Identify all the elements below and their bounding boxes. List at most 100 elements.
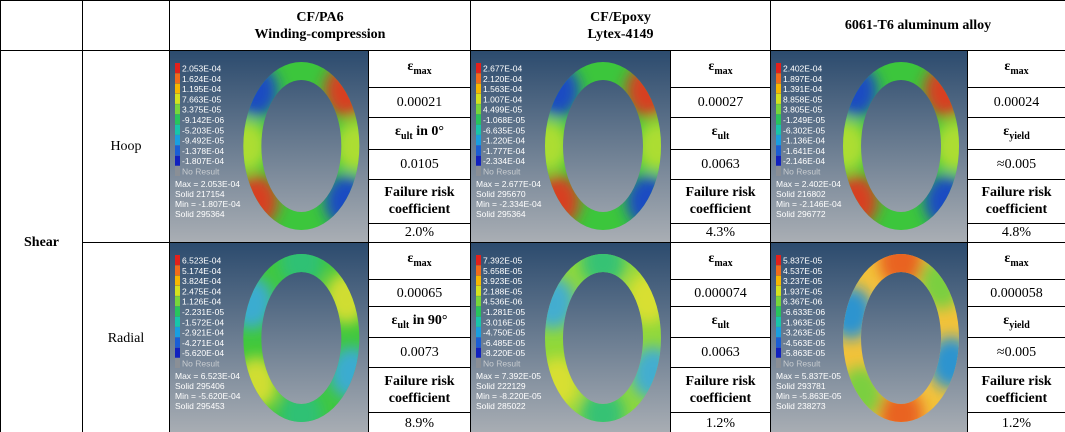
legend-label: -5.203E-05 — [182, 125, 224, 135]
legend-label: -6.635E-05 — [483, 125, 525, 135]
symbol-subscript: ult — [398, 319, 410, 330]
legend-label: -2.334E-04 — [483, 156, 525, 166]
legend-swatch — [476, 94, 481, 104]
plot-footer: Min = -1.807E-04 — [175, 199, 241, 209]
cell-value: 0.00024 — [994, 95, 1040, 110]
contour-plot: 6.523E-045.174E-043.824E-042.475E-041.12… — [170, 243, 369, 432]
cell-label: Failure risk coefficient — [981, 185, 1051, 217]
legend-label: 2.120E-04 — [483, 74, 522, 84]
value-cell: 0.0063 — [671, 338, 771, 367]
legend-swatch — [476, 327, 481, 337]
plot-footer: Solid 295364 — [476, 209, 526, 219]
contour-plot: 5.837E-054.537E-053.237E-051.937E-056.36… — [771, 243, 968, 432]
plot-footer: Solid 296772 — [776, 209, 826, 219]
cell-label: Failure risk coefficient — [685, 185, 755, 217]
cell-value: 0.00027 — [698, 95, 744, 110]
label-cell: εyield — [968, 307, 1065, 338]
label-cell: εmax — [671, 243, 771, 280]
legend-swatch — [175, 296, 180, 306]
load-label: Shear — [24, 235, 59, 250]
empty-cell — [1, 1, 83, 51]
legend-label: -9.492E-05 — [182, 136, 224, 146]
legend-swatch — [476, 265, 481, 275]
legend-label: 2.053E-04 — [182, 64, 221, 74]
cell-label: Failure risk coefficient — [384, 374, 454, 406]
legend-swatch — [776, 327, 781, 337]
legend-swatch — [776, 286, 781, 296]
legend-label: 1.391E-04 — [783, 84, 822, 94]
legend-label: No Result — [783, 359, 821, 369]
legend-swatch — [476, 255, 481, 265]
legend-label: -2.146E-04 — [783, 156, 825, 166]
plot-footer: Min = -5.620E-04 — [175, 391, 241, 401]
cell-value: 4.3% — [706, 225, 735, 240]
legend-swatch — [476, 104, 481, 114]
legend-label: 2.402E-04 — [783, 64, 822, 74]
legend-label: -4.563E-05 — [783, 338, 825, 348]
label-cell: εult in 0° — [369, 118, 471, 149]
symbol-subscript: max — [413, 66, 431, 77]
value-cell: 0.000058 — [968, 280, 1065, 307]
symbol-subscript: max — [714, 66, 732, 77]
material-name: CF/PA6 — [170, 9, 470, 26]
value-cell: 0.00024 — [968, 88, 1065, 118]
legend-label: No Result — [182, 167, 220, 177]
legend-swatch — [476, 145, 481, 155]
legend-label: -1.281E-05 — [483, 307, 525, 317]
symbol-subscript: ult — [401, 130, 413, 141]
legend-label: -5.863E-05 — [783, 348, 825, 358]
legend-label: 5.658E-05 — [483, 266, 522, 276]
legend-label: 5.837E-05 — [783, 256, 822, 266]
legend-label: No Result — [483, 359, 521, 369]
contour-plot: 2.402E-041.897E-041.391E-048.858E-053.80… — [771, 51, 968, 242]
legend-swatch — [175, 84, 180, 94]
legend-swatch — [776, 135, 781, 145]
legend-swatch — [175, 327, 180, 337]
legend-swatch — [175, 135, 180, 145]
cell-value: 2.0% — [405, 225, 434, 240]
legend-label: 3.375E-05 — [182, 105, 221, 115]
legend-label: -6.302E-05 — [783, 125, 825, 135]
value-cell: 1.2% — [968, 412, 1065, 432]
cell-value: 4.8% — [1002, 225, 1031, 240]
legend-swatch — [476, 166, 481, 176]
load-cell: Shear — [1, 51, 83, 432]
value-cell: 0.00027 — [671, 88, 771, 118]
symbol-subscript: max — [413, 258, 431, 269]
label-cell: Failure risk coefficient — [369, 179, 471, 223]
legend-swatch — [776, 265, 781, 275]
legend-label: -2.921E-04 — [182, 328, 224, 338]
legend-label: 3.923E-05 — [483, 276, 522, 286]
legend-label: 2.677E-04 — [483, 64, 522, 74]
legend-swatch — [175, 358, 180, 368]
legend-label: 6.523E-04 — [182, 256, 221, 266]
legend-swatch — [476, 358, 481, 368]
value-cell: 4.3% — [671, 223, 771, 242]
symbol-subscript: yield — [1009, 130, 1030, 141]
legend-swatch — [476, 296, 481, 306]
material-name: 6061-T6 aluminum alloy — [771, 17, 1065, 34]
cell-value: 0.000058 — [990, 286, 1043, 301]
label-cell: εmax — [968, 243, 1065, 280]
material-name: CF/Epoxy — [471, 9, 770, 26]
legend-label: -1.807E-04 — [182, 156, 224, 166]
legend-swatch — [175, 337, 180, 347]
legend-swatch — [175, 307, 180, 317]
legend-label: 1.624E-04 — [182, 74, 221, 84]
plot-footer: Min = -2.146E-04 — [776, 199, 842, 209]
plot-footer: Solid 295453 — [175, 401, 225, 411]
legend-swatch — [776, 156, 781, 166]
legend-label: 1.007E-04 — [483, 94, 522, 104]
value-cell: 8.9% — [369, 412, 471, 432]
plot-footer: Solid 295406 — [175, 381, 225, 391]
legend-swatch — [175, 125, 180, 135]
contour-plot: 2.053E-041.624E-041.195E-047.663E-053.37… — [170, 51, 369, 242]
symbol-subscript: max — [1010, 66, 1028, 77]
direction-cell: Hoop — [83, 51, 170, 243]
table-row: Radial6.523E-045.174E-043.824E-042.475E-… — [1, 243, 1065, 280]
plot-footer: Max = 6.523E-04 — [175, 371, 240, 381]
